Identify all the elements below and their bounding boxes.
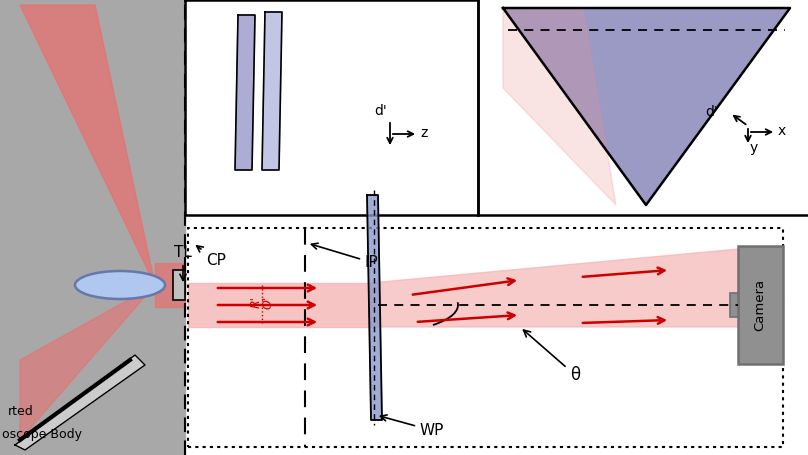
Polygon shape bbox=[188, 283, 370, 327]
Text: d': d' bbox=[374, 104, 387, 118]
Polygon shape bbox=[155, 263, 185, 307]
Text: R': R' bbox=[250, 296, 263, 308]
Polygon shape bbox=[367, 195, 382, 420]
Polygon shape bbox=[0, 0, 185, 455]
Bar bbox=[738, 246, 782, 364]
Polygon shape bbox=[262, 12, 282, 170]
Ellipse shape bbox=[75, 271, 165, 299]
Text: z: z bbox=[420, 126, 427, 140]
Polygon shape bbox=[20, 5, 155, 285]
Text: O': O' bbox=[262, 295, 275, 308]
Text: rted: rted bbox=[8, 405, 34, 418]
Text: WP: WP bbox=[381, 415, 444, 438]
Text: x: x bbox=[778, 124, 786, 138]
Text: θ: θ bbox=[524, 330, 580, 384]
Text: TL: TL bbox=[174, 245, 192, 280]
Polygon shape bbox=[20, 285, 155, 440]
Text: IP: IP bbox=[311, 243, 379, 270]
Polygon shape bbox=[478, 0, 808, 215]
Polygon shape bbox=[370, 247, 760, 327]
Polygon shape bbox=[503, 8, 790, 205]
Polygon shape bbox=[235, 15, 255, 170]
Polygon shape bbox=[503, 8, 616, 205]
Text: CP: CP bbox=[196, 246, 226, 268]
Text: oscope Body: oscope Body bbox=[2, 428, 82, 441]
Bar bbox=[730, 293, 739, 317]
Text: d': d' bbox=[705, 105, 718, 119]
Bar bbox=[173, 270, 185, 300]
Polygon shape bbox=[185, 0, 478, 215]
Polygon shape bbox=[15, 355, 145, 450]
Text: y: y bbox=[750, 141, 758, 155]
Text: Camera: Camera bbox=[754, 279, 767, 331]
